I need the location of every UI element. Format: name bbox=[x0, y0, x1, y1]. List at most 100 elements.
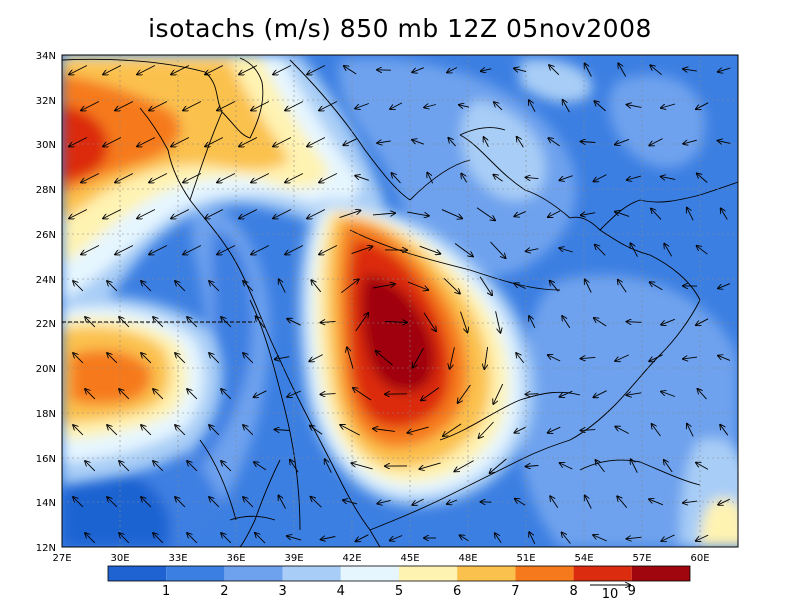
wind-arrow bbox=[585, 280, 592, 293]
wind-arrow bbox=[175, 425, 186, 436]
wind-arrow bbox=[615, 427, 629, 434]
wind-arrow bbox=[549, 65, 560, 76]
wind-arrow bbox=[423, 312, 436, 331]
lat-axis: 34N 32N 30N 28N 26N 24N 22N 20N 18N 16N … bbox=[36, 51, 56, 554]
wind-arrow bbox=[255, 533, 266, 544]
lon-tick: 45E bbox=[400, 553, 419, 564]
map-title: isotachs (m/s) 850 mb 12Z 05nov2008 bbox=[148, 14, 652, 43]
wind-arrow bbox=[81, 173, 100, 183]
wind-arrow bbox=[153, 533, 164, 544]
wind-arrow bbox=[683, 357, 698, 359]
colorbar-swatch bbox=[282, 566, 341, 581]
wind-arrow bbox=[407, 426, 429, 433]
wind-arrow bbox=[661, 177, 676, 180]
wind-arrow bbox=[285, 173, 304, 183]
lon-tick: 51E bbox=[516, 553, 535, 564]
wind-arrow bbox=[721, 209, 728, 220]
wind-arrow bbox=[683, 501, 698, 503]
wind-arrow bbox=[321, 537, 336, 540]
wind-arrow bbox=[287, 536, 302, 541]
wind-arrow bbox=[560, 390, 573, 397]
wind-arrow bbox=[631, 243, 638, 257]
wind-arrow bbox=[652, 424, 661, 437]
wind-arrow bbox=[559, 248, 573, 253]
colorbar-swatch bbox=[166, 566, 225, 581]
wind-arrow bbox=[627, 105, 642, 108]
wind-arrow bbox=[484, 347, 487, 369]
colorbar-swatch bbox=[515, 566, 574, 581]
wind-arrow bbox=[412, 67, 424, 73]
wind-arrow bbox=[319, 245, 338, 255]
lat-tick: 34N bbox=[36, 51, 56, 62]
wind-arrow bbox=[243, 425, 254, 436]
wind-arrow bbox=[343, 138, 357, 145]
wind-arrow bbox=[377, 500, 391, 503]
wind-arrow bbox=[550, 281, 559, 292]
wind-arrow bbox=[526, 249, 539, 252]
lat-tick: 22N bbox=[36, 319, 56, 330]
wind-arrow bbox=[287, 390, 301, 397]
wind-arrow bbox=[115, 101, 134, 111]
colorbar-swatch bbox=[457, 566, 516, 581]
wind-arrow bbox=[650, 65, 662, 76]
wind-arrow bbox=[419, 462, 441, 469]
wind-arrow bbox=[217, 173, 236, 183]
wind-arrow bbox=[251, 173, 270, 183]
wind-arrow bbox=[311, 280, 322, 293]
colorbar-label: 3 bbox=[278, 584, 286, 599]
wind-arrow bbox=[205, 137, 224, 147]
wind-arrow bbox=[243, 497, 254, 508]
wind-arrow bbox=[550, 496, 559, 508]
wind-arrow bbox=[239, 137, 258, 147]
wind-arrow bbox=[581, 142, 596, 143]
wind-arrow bbox=[209, 425, 220, 436]
wind-arrow bbox=[447, 500, 458, 504]
wind-arrow bbox=[310, 426, 323, 435]
wind-arrow bbox=[373, 429, 395, 432]
wind-arrow bbox=[73, 353, 84, 364]
lon-tick: 54E bbox=[574, 553, 593, 564]
wind-arrow bbox=[115, 245, 134, 255]
reference-vector-label: 10 bbox=[602, 587, 619, 600]
wind-arrow bbox=[493, 383, 504, 404]
wind-arrow bbox=[149, 101, 168, 111]
wind-arrow bbox=[221, 533, 232, 544]
wind-arrow bbox=[548, 138, 560, 147]
colorbar-label: 1 bbox=[162, 584, 170, 599]
wind-arrow bbox=[479, 421, 494, 438]
colorbar-swatch bbox=[631, 566, 690, 581]
wind-arrow bbox=[562, 533, 571, 544]
wind-arrow bbox=[137, 65, 156, 75]
lon-axis: 27E 30E 33E 36E 39E 42E 45E 48E 51E 54E … bbox=[52, 553, 709, 564]
wind-arrow bbox=[217, 245, 236, 255]
lat-tick: 30N bbox=[36, 140, 56, 151]
wind-arrow bbox=[615, 138, 630, 144]
wind-arrow bbox=[560, 463, 573, 470]
wind-arrow bbox=[697, 246, 708, 255]
wind-arrow bbox=[372, 213, 395, 215]
wind-arrow bbox=[526, 394, 539, 395]
wind-arrow bbox=[490, 241, 506, 258]
wind-arrow bbox=[149, 245, 168, 255]
wind-arrow bbox=[664, 244, 673, 257]
wind-arrow bbox=[661, 103, 676, 108]
wind-arrow bbox=[664, 460, 673, 473]
wind-arrow bbox=[149, 173, 168, 183]
wind-arrow bbox=[594, 101, 606, 112]
wind-arrow bbox=[141, 425, 152, 436]
lon-tick: 60E bbox=[690, 553, 709, 564]
wind-arrow bbox=[377, 141, 391, 143]
wind-arrow bbox=[697, 174, 708, 183]
wind-arrow bbox=[153, 461, 164, 472]
wind-arrow bbox=[273, 65, 292, 75]
colorbar-label: 4 bbox=[337, 584, 345, 599]
wind-arrow bbox=[514, 68, 527, 71]
wind-arrow bbox=[595, 245, 606, 256]
wind-arrow bbox=[419, 245, 441, 254]
wind-arrow bbox=[631, 459, 638, 473]
colorbar-label: 5 bbox=[395, 584, 403, 599]
lon-tick: 36E bbox=[226, 553, 245, 564]
colorbar-label: 9 bbox=[628, 584, 636, 599]
wind-arrow bbox=[548, 426, 561, 433]
